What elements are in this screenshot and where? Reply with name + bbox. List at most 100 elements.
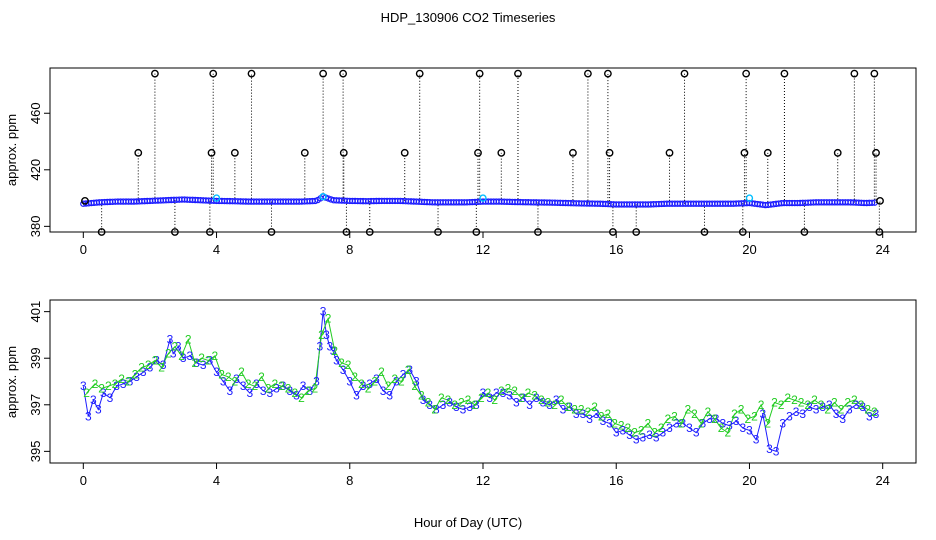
bottom-point-label-2: 2 (285, 381, 292, 395)
bottom-point-label-3: 3 (620, 423, 627, 437)
bottom-point-label-3: 3 (393, 375, 400, 389)
bottom-point-label-2: 2 (731, 407, 738, 421)
top-y-axis: 380 420 460 (28, 102, 50, 237)
top-outlier-point (247, 69, 256, 78)
bottom-point-label-2: 2 (838, 402, 845, 416)
bottom-point-label-3: 3 (853, 398, 860, 412)
bottom-y-axis-title: approx. ppm (4, 346, 19, 418)
top-outlier-point (833, 148, 842, 157)
top-outlier-point (319, 69, 328, 78)
bottom-point-label-2: 2 (298, 391, 305, 405)
top-outlier-point (497, 148, 506, 157)
bottom-point-label-3: 3 (293, 388, 300, 402)
bottom-point-label-3: 3 (699, 416, 706, 430)
bottom-point-label-2: 2 (558, 393, 565, 407)
bottom-point-label-3: 3 (333, 354, 340, 368)
bottom-point-label-2: 2 (818, 398, 825, 412)
bottom-point-label-2: 2 (425, 395, 432, 409)
bottom-point-label-3: 3 (320, 305, 327, 319)
bottom-point-label-2: 2 (485, 386, 492, 400)
bottom-point-label-2: 2 (311, 381, 318, 395)
bottom-point-label-2: 2 (598, 409, 605, 423)
bottom-point-label-2: 2 (665, 412, 672, 426)
bottom-point-label-3: 3 (200, 358, 207, 372)
bottom-point-label-3: 3 (247, 386, 254, 400)
bottom-point-label-2: 2 (438, 391, 445, 405)
bottom-x-tick-label: 4 (213, 473, 220, 488)
bottom-point-label-3: 3 (127, 375, 134, 389)
bottom-point-label-3: 3 (140, 365, 147, 379)
bottom-point-label-2: 2 (771, 395, 778, 409)
top-x-tick-label: 12 (476, 242, 490, 257)
bottom-point-label-3: 3 (340, 363, 347, 377)
bottom-point-label-2: 2 (571, 402, 578, 416)
top-outlier-point (400, 148, 409, 157)
bottom-point-label-2: 2 (238, 365, 245, 379)
top-outlier-point (472, 228, 481, 236)
bottom-point-label-3: 3 (786, 409, 793, 423)
bottom-point-label-2: 2 (158, 361, 165, 375)
top-outlier-point (800, 228, 809, 236)
top-outlier-point (365, 228, 374, 236)
top-outlier-point (209, 69, 218, 78)
bottom-point-label-3: 3 (480, 386, 487, 400)
bottom-point-label-2: 2 (205, 354, 212, 368)
bottom-point-label-3: 3 (673, 416, 680, 430)
bottom-point-label-3: 3 (686, 421, 693, 435)
bottom-point-label-3: 3 (170, 347, 177, 361)
bottom-point-label-3: 3 (240, 379, 247, 393)
bottom-point-label-3: 3 (220, 375, 227, 389)
bottom-point-label-2: 2 (718, 421, 725, 435)
top-y-tick-label: 380 (28, 215, 43, 237)
top-outlier-point (763, 148, 772, 157)
bottom-point-label-3: 3 (593, 407, 600, 421)
bottom-point-label-2: 2 (145, 358, 152, 372)
bottom-point-label-2: 2 (565, 400, 572, 414)
bottom-point-label-3: 3 (167, 333, 174, 347)
bottom-point-label-3: 3 (773, 444, 780, 458)
bottom-point-label-3: 3 (207, 354, 214, 368)
top-outlier-point (151, 69, 159, 78)
bottom-point-label-2: 2 (358, 377, 365, 391)
bottom-point-label-3: 3 (733, 414, 740, 428)
bottom-point-label-2: 2 (591, 400, 598, 414)
panel-bottom-frame (49, 299, 917, 464)
bottom-point-label-3: 3 (726, 419, 733, 433)
bottom-point-label-3: 3 (466, 400, 473, 414)
bottom-point-label-3: 3 (187, 349, 194, 363)
bottom-x-tick-label: 12 (476, 473, 490, 488)
top-outlier-point (850, 69, 859, 78)
bottom-point-label-3: 3 (473, 398, 480, 412)
bottom-point-label-3: 3 (107, 391, 114, 405)
bottom-point-label-3: 3 (85, 409, 92, 423)
bottom-point-label-2: 2 (778, 398, 785, 412)
bottom-point-label-3: 3 (746, 423, 753, 437)
bottom-point-label-2: 2 (232, 375, 239, 389)
bottom-point-label-2: 2 (305, 384, 312, 398)
bottom-point-label-2: 2 (678, 416, 685, 430)
top-baseline-point (868, 199, 876, 206)
bottom-point-label-2: 2 (278, 379, 285, 393)
bottom-point-label-3: 3 (793, 405, 800, 419)
bottom-point-label-2: 2 (132, 368, 139, 382)
bottom-point-label-2: 2 (105, 379, 112, 393)
top-highlight-point (212, 194, 221, 202)
bottom-point-label-2: 2 (724, 426, 731, 440)
top-outlier-point (475, 69, 484, 78)
bottom-point-label-3: 3 (573, 407, 580, 421)
bottom-x-tick-label: 20 (742, 473, 756, 488)
bottom-point-label-3: 3 (227, 384, 234, 398)
bottom-point-label-3: 3 (400, 368, 407, 382)
bottom-point-label-3: 3 (306, 384, 313, 398)
bottom-point-label-3: 3 (759, 407, 766, 421)
top-outlier-point (604, 69, 612, 78)
top-y-tick-label: 420 (28, 159, 43, 181)
chart-title: HDP_130906 CO2 Timeseries (381, 10, 556, 25)
bottom-point-label-2: 2 (225, 370, 232, 384)
bottom-point-label-2: 2 (185, 333, 192, 347)
bottom-point-label-2: 2 (92, 377, 99, 391)
bottom-point-label-2: 2 (331, 344, 338, 358)
bottom-point-label-3: 3 (353, 388, 360, 402)
